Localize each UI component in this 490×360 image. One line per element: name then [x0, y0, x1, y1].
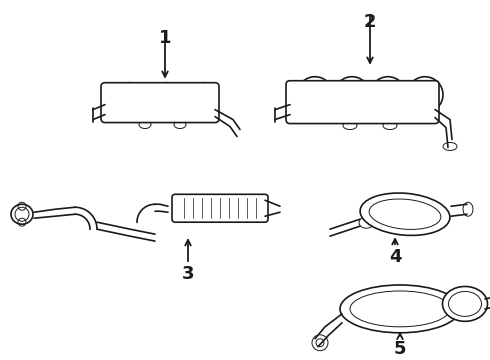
- Text: 1: 1: [159, 29, 171, 47]
- FancyBboxPatch shape: [172, 194, 268, 222]
- Ellipse shape: [442, 287, 488, 321]
- FancyBboxPatch shape: [101, 83, 219, 122]
- Text: 5: 5: [394, 340, 406, 358]
- Text: 3: 3: [182, 265, 194, 283]
- Ellipse shape: [11, 204, 33, 224]
- Text: 2: 2: [364, 13, 376, 31]
- Ellipse shape: [360, 193, 450, 235]
- Ellipse shape: [340, 285, 460, 333]
- Text: 4: 4: [389, 248, 401, 266]
- FancyBboxPatch shape: [286, 81, 439, 123]
